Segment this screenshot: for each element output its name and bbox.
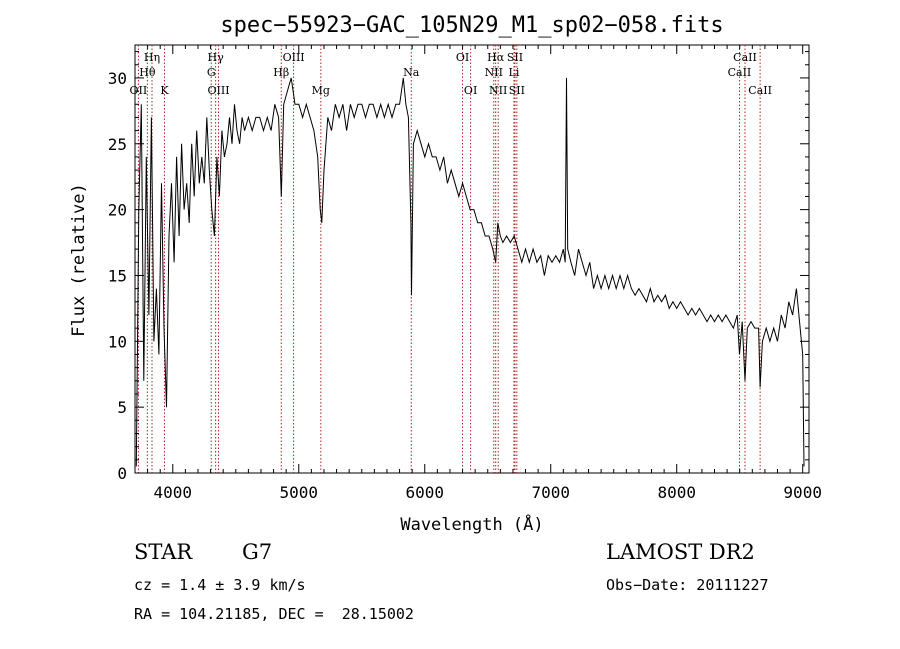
line-marker-label: Li — [509, 66, 520, 79]
line-marker-label: CaII — [728, 66, 752, 79]
line-markers — [137, 45, 761, 473]
object-subclass: G7 — [242, 540, 273, 564]
line-marker-label: OIII — [283, 51, 305, 64]
y-tick-label: 30 — [108, 69, 127, 88]
x-tick-label: 7000 — [531, 483, 570, 502]
line-marker-label: CaII — [748, 84, 772, 97]
observation-date: Obs−Date: 20111227 — [606, 576, 769, 594]
line-marker-label: Mg — [312, 84, 330, 97]
y-tick-label: 25 — [108, 135, 127, 154]
x-tick-label: 8000 — [657, 483, 696, 502]
y-tick-label: 15 — [108, 266, 127, 285]
y-tick-label: 10 — [108, 332, 127, 351]
y-tick-label: 5 — [117, 398, 127, 417]
x-tick-label: 4000 — [154, 483, 193, 502]
x-axis-label: Wavelength (Å) — [400, 513, 543, 535]
x-tick-label: 6000 — [405, 483, 444, 502]
line-marker-label: OII — [130, 84, 148, 97]
line-marker-label: Hβ — [273, 66, 289, 79]
redshift-velocity: cz = 1.4 ± 3.9 km/s — [134, 576, 306, 594]
line-marker-label: SII — [509, 84, 525, 97]
line-marker-label: OIII — [207, 84, 229, 97]
line-marker-label: G — [207, 66, 216, 79]
object-class: STAR — [134, 540, 193, 564]
line-marker-label: NII — [485, 66, 503, 79]
line-marker-label: SII — [507, 51, 523, 64]
spectrum-line — [135, 77, 805, 467]
x-tick-label: 9000 — [783, 483, 822, 502]
y-tick-label: 0 — [117, 464, 127, 483]
chart-title: spec−55923−GAC_105N29_M1_sp02−058.fits — [220, 13, 723, 38]
line-marker-label: Hθ — [139, 66, 156, 79]
line-marker-label: K — [160, 84, 169, 97]
y-tick-label: 20 — [108, 201, 127, 220]
line-marker-label: Na — [403, 66, 420, 79]
y-axis-label: Flux (relative) — [69, 183, 89, 337]
line-marker-label: OI — [464, 84, 477, 97]
line-marker-label: OI — [456, 51, 469, 64]
line-marker-label: Hη — [144, 51, 160, 64]
coordinates: RA = 104.21185, DEC = 28.15002 — [134, 605, 414, 623]
line-marker-label: CaII — [733, 51, 757, 64]
line-marker-label: Hγ — [208, 51, 225, 64]
plot-frame — [134, 44, 810, 474]
axes: 4000 5000 6000 7000 8000 9000 0 5 10 15 20 25 30 — [108, 45, 822, 502]
line-marker-label: NII — [489, 84, 507, 97]
survey-name: LAMOST DR2 — [606, 540, 755, 564]
x-tick-label: 5000 — [280, 483, 319, 502]
line-marker-label: Hα — [487, 51, 505, 64]
